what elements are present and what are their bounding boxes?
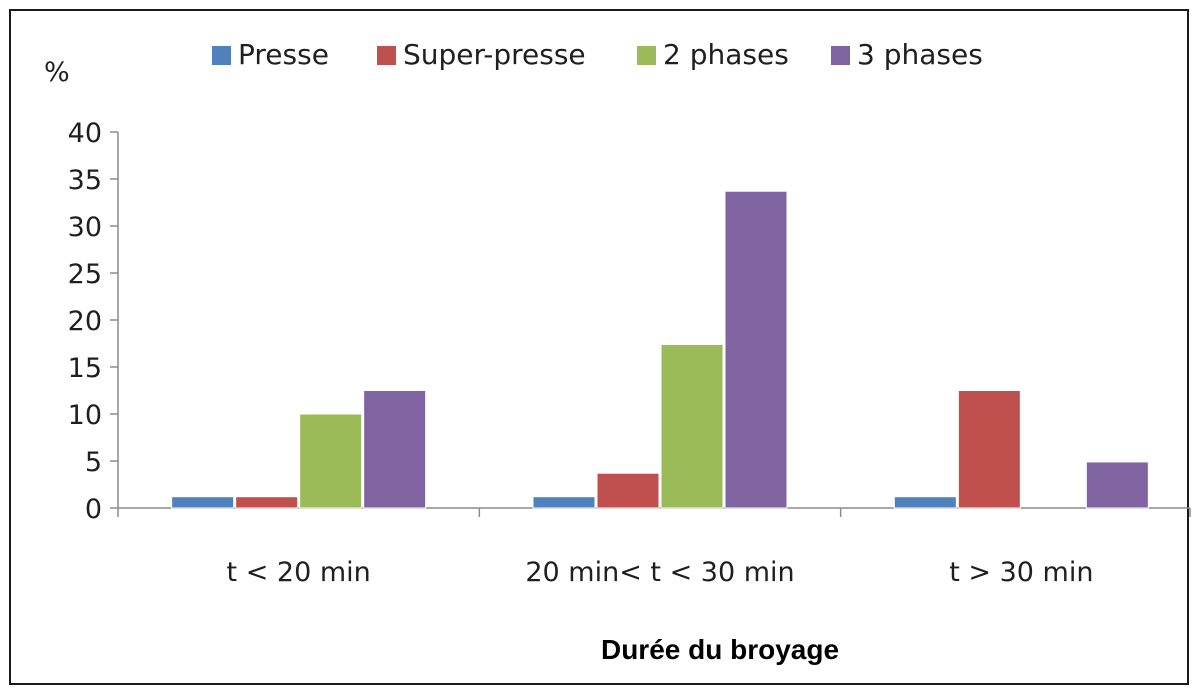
bar-presse-3 (893, 496, 957, 509)
x-axis-title: Durée du broyage (601, 634, 839, 665)
y-tick-label: 40 (68, 118, 102, 149)
x-category-label: t > 30 min (949, 557, 1093, 588)
legend-swatch (377, 46, 396, 65)
legend-item: Presse (212, 38, 329, 71)
legend-swatch (831, 46, 850, 65)
bar-super-presse-3 (957, 390, 1021, 509)
legend-item: 3 phases (831, 38, 983, 71)
y-axis-unit-label: % (44, 57, 70, 88)
legend-label: Presse (238, 38, 329, 71)
bar-presse-1 (171, 496, 235, 509)
x-axis: t < 20 min 20 min< t < 30 min t > 30 min (117, 507, 1191, 588)
bar-presse-2 (532, 496, 596, 509)
y-axis: 0 5 10 15 20 25 30 35 40 (68, 118, 119, 525)
x-category-label: 20 min< t < 30 min (525, 557, 794, 588)
legend-label: 2 phases (663, 38, 789, 71)
y-tick-label: 10 (68, 400, 102, 431)
bar-super-presse-1 (235, 496, 299, 509)
bar-3-phases-3 (1085, 461, 1149, 509)
y-tick-label: 25 (68, 259, 102, 290)
legend-item: Super-presse (377, 38, 586, 71)
bar-2-phases-1 (299, 413, 363, 509)
x-category-label: t < 20 min (227, 557, 371, 588)
bars (171, 190, 1149, 509)
legend-swatch (212, 46, 231, 65)
legend-label: Super-presse (403, 38, 586, 71)
bar-super-presse-2 (596, 472, 660, 509)
legend: Presse Super-presse 2 phases 3 phases (212, 38, 983, 71)
y-tick-label: 15 (68, 353, 102, 384)
y-tick-label: 35 (68, 165, 102, 196)
bar-3-phases-2 (724, 190, 788, 509)
y-tick-label: 0 (85, 494, 102, 525)
bar-3-phases-1 (363, 390, 427, 509)
y-tick-label: 5 (85, 447, 102, 478)
y-tick-label: 20 (68, 306, 102, 337)
chart-frame (9, 9, 1189, 685)
legend-label: 3 phases (857, 38, 983, 71)
bar-2-phases-2 (660, 343, 724, 509)
y-tick-label: 30 (68, 212, 102, 243)
legend-swatch (637, 46, 656, 65)
legend-item: 2 phases (637, 38, 789, 71)
